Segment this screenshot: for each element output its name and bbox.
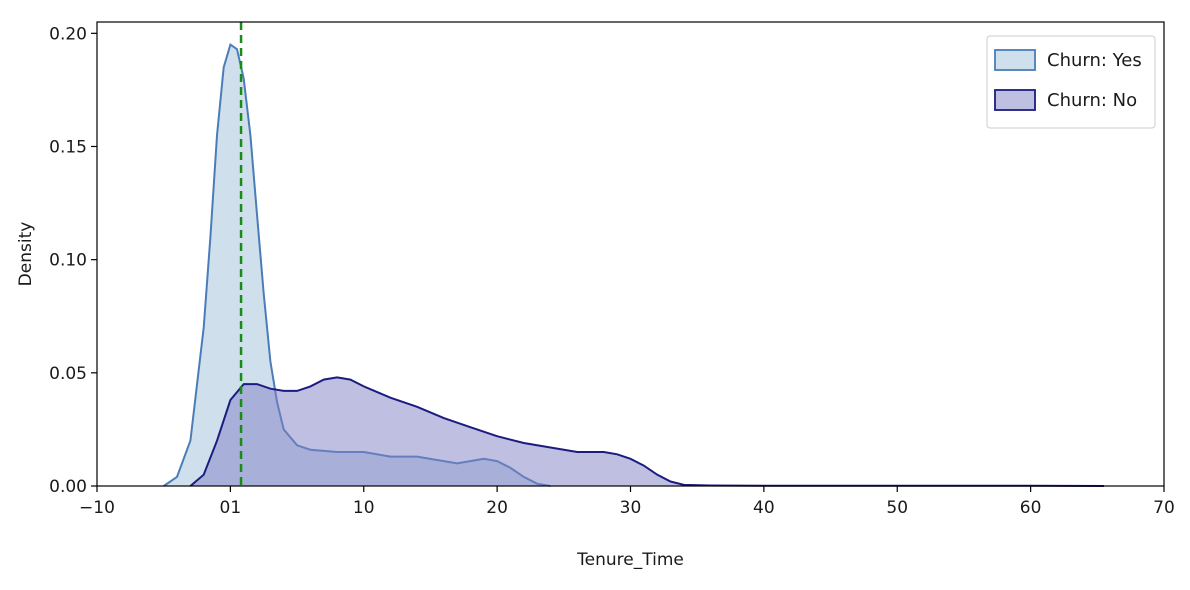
y-axis: 0.00 0.05 0.10 0.15 0.20 — [49, 24, 97, 497]
y-axis-label: Density — [16, 222, 36, 287]
x-tick-label: 30 — [620, 498, 642, 518]
series-area-churn-yes — [163, 44, 551, 486]
y-tick-label: 0.20 — [49, 24, 87, 44]
x-tick-label: 20 — [486, 498, 508, 518]
series-area-churn-no — [190, 377, 1104, 486]
x-axis: −10 01 10 20 30 40 50 60 70 — [79, 486, 1175, 518]
legend: Churn: Yes Churn: No — [986, 35, 1156, 129]
plot-area — [163, 22, 1105, 487]
legend-swatch-churn-no — [994, 89, 1036, 111]
x-tick-label: 10 — [353, 498, 375, 518]
x-tick-label: 01 — [220, 498, 242, 518]
y-tick-label: 0.00 — [49, 477, 87, 497]
x-tick-label: 70 — [1153, 498, 1175, 518]
x-tick-label: 60 — [1020, 498, 1042, 518]
x-axis-label: Tenure_Time — [576, 550, 684, 570]
y-tick-label: 0.15 — [49, 137, 87, 157]
x-tick-label: 50 — [886, 498, 908, 518]
y-tick-label: 0.10 — [49, 251, 87, 271]
x-tick-label: −10 — [79, 498, 115, 518]
y-tick-label: 0.05 — [49, 364, 87, 384]
series-line-churn-no — [189, 376, 1105, 487]
legend-swatch-churn-yes — [994, 49, 1036, 71]
legend-label-churn-no: Churn: No — [1047, 90, 1137, 111]
x-tick-label: 40 — [753, 498, 775, 518]
legend-label-churn-yes: Churn: Yes — [1047, 50, 1142, 71]
